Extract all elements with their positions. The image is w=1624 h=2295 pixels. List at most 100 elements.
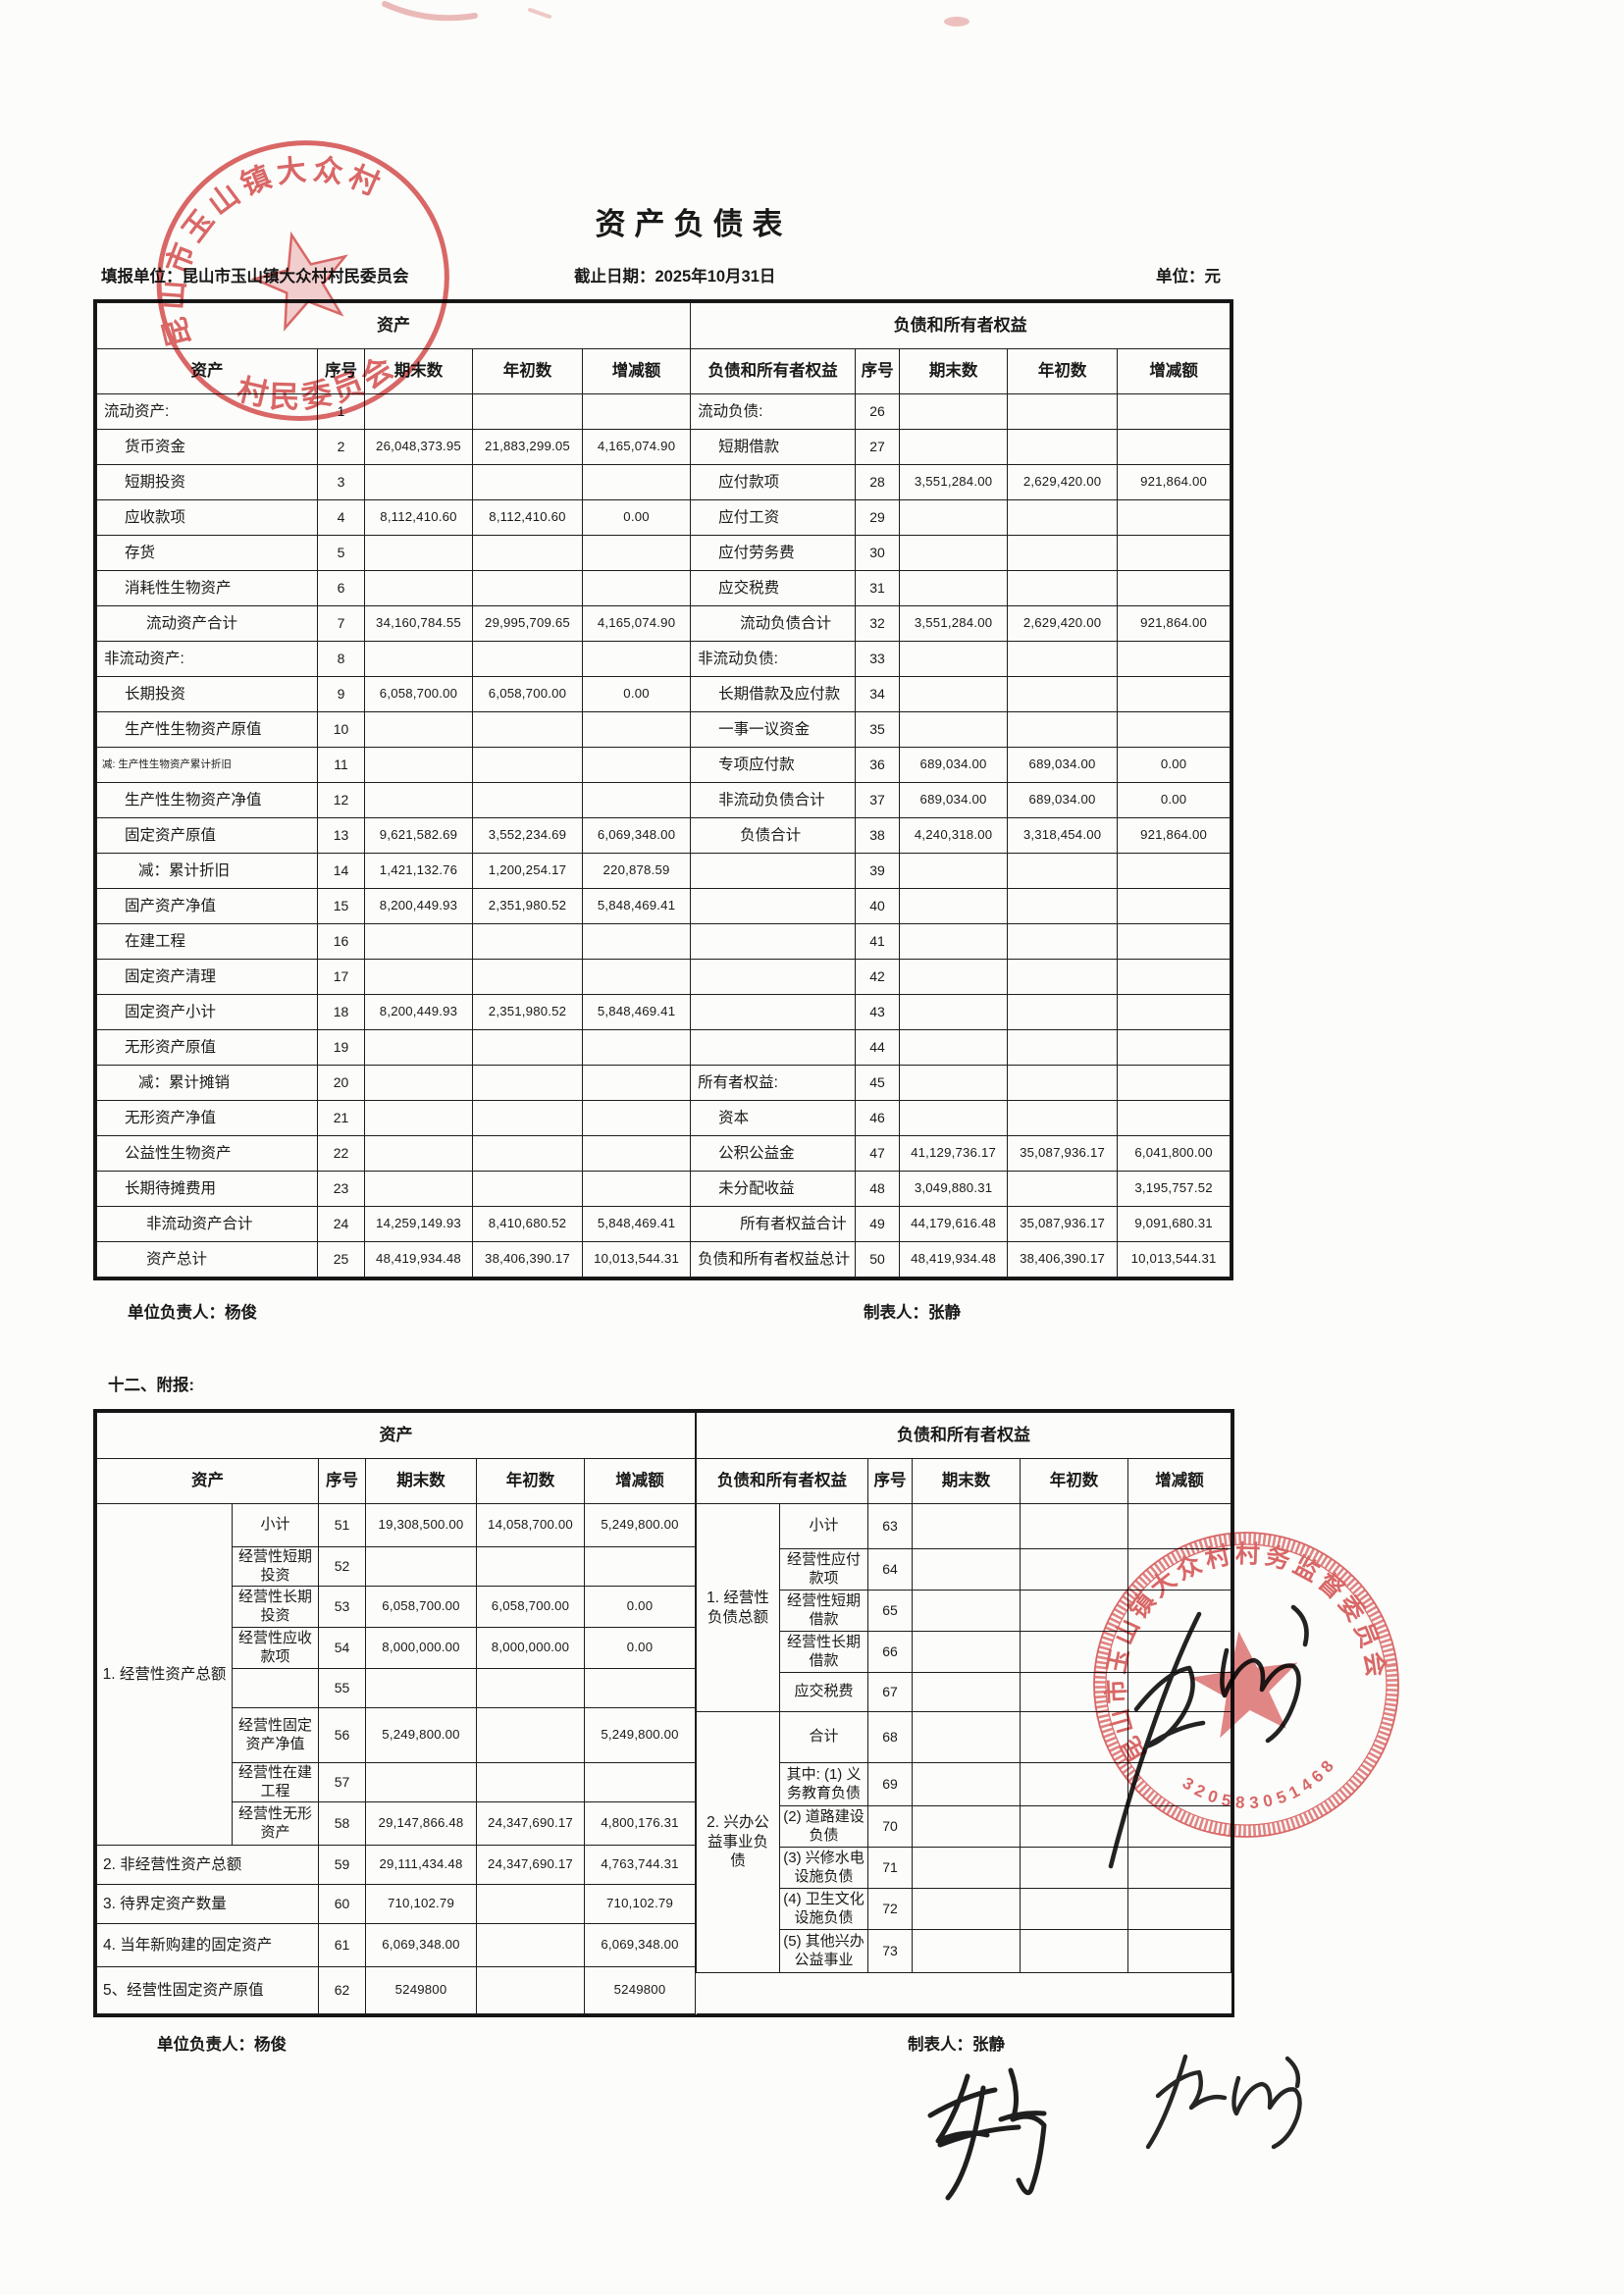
value-cell — [472, 535, 583, 571]
preparer-label: 制表人：张静 — [864, 1304, 961, 1322]
responsible-signature — [1145, 2054, 1302, 2150]
col-change: 增减额 — [1117, 348, 1231, 394]
value-cell: 5,848,469.41 — [581, 888, 692, 924]
table-row: 无形资产原值 19 44 — [96, 1029, 1231, 1066]
value-cell: 6,058,700.00 — [472, 676, 583, 712]
col-ending: 期末数 — [364, 348, 473, 394]
value-cell — [581, 535, 692, 571]
value-cell — [899, 393, 1009, 430]
row-number-cell: 23 — [317, 1171, 365, 1207]
value-cell — [899, 1100, 1009, 1136]
appendix-liabilities-table: 负债和所有者权益 负债和所有者权益 序号 期末数 年初数 增减额 1. 经营性负… — [696, 1412, 1232, 2014]
value-cell — [472, 393, 583, 430]
row-number-cell: 73 — [867, 1929, 914, 1973]
row-number-cell: 18 — [317, 994, 365, 1030]
col-no: 序号 — [318, 1458, 366, 1504]
row-number-cell: 22 — [317, 1135, 365, 1172]
col-change: 增减额 — [581, 348, 692, 394]
value-cell — [912, 1503, 1022, 1549]
value-cell — [472, 1065, 583, 1101]
row-number-cell: 27 — [855, 429, 901, 465]
asset-label-cell: 非流动资产: — [96, 641, 318, 677]
scan-ink-marks — [382, 1, 969, 26]
value-cell — [1007, 711, 1119, 748]
row-number-cell: 14 — [317, 853, 365, 889]
row-number-cell: 67 — [867, 1672, 914, 1712]
value-cell — [899, 676, 1009, 712]
cutoff-date-label: 截止日期：2025年10月31日 — [574, 268, 776, 286]
value-cell — [912, 1711, 1022, 1763]
sub-label-cell: 经营性无形资产 — [232, 1801, 319, 1846]
row-number-cell: 68 — [867, 1711, 914, 1763]
row-number-cell: 41 — [855, 923, 901, 960]
sub-label-cell: 合计 — [779, 1711, 869, 1763]
table-row: 非流动资产: 8 非流动负债: 33 — [96, 641, 1231, 677]
value-cell — [581, 393, 692, 430]
value-cell — [581, 782, 692, 818]
liability-label-cell: 应付工资 — [690, 499, 857, 536]
row-number-cell: 2 — [317, 429, 365, 465]
value-cell — [1007, 499, 1119, 536]
liability-label-cell — [690, 1029, 857, 1066]
sub-label-cell: (2) 道路建设负债 — [779, 1805, 869, 1848]
value-cell — [1007, 1100, 1119, 1136]
value-cell: 0.00 — [583, 1627, 697, 1669]
value-cell — [899, 888, 1009, 924]
value-cell: 5,249,800.00 — [583, 1707, 697, 1763]
sub-label-cell: (5) 其他兴办公益事业 — [779, 1929, 869, 1973]
value-cell — [912, 1847, 1022, 1889]
value-cell — [912, 1929, 1022, 1973]
value-cell — [472, 570, 583, 606]
value-cell — [364, 1065, 473, 1101]
sub-label-cell: 经营性应收款项 — [232, 1627, 319, 1669]
responsible-person-label: 单位负责人：杨俊 — [157, 2036, 287, 2054]
table-row: 公益性生物资产 22 公积公益金 47 41,129,736.17 35,087,936.… — [96, 1135, 1231, 1172]
value-cell — [476, 1707, 585, 1763]
value-cell — [581, 747, 692, 783]
value-cell: 1,421,132.76 — [364, 853, 473, 889]
col-beginning: 年初数 — [472, 348, 583, 394]
value-cell — [1007, 641, 1119, 677]
value-cell: 4,800,176.31 — [583, 1801, 697, 1846]
row-number-cell: 42 — [855, 959, 901, 995]
liability-label-cell: 应交税费 — [690, 570, 857, 606]
value-cell — [1117, 641, 1231, 677]
row-number-cell: 69 — [867, 1762, 914, 1806]
value-cell — [581, 959, 692, 995]
group-label-cell: 1. 经营性负债总额 — [696, 1503, 781, 1712]
sub-label-cell: 小计 — [779, 1503, 869, 1549]
row-number-cell: 64 — [867, 1548, 914, 1591]
value-cell — [899, 535, 1009, 571]
value-cell: 5249800 — [365, 1966, 477, 2014]
value-cell: 8,000,000.00 — [365, 1627, 477, 1669]
value-cell: 29,147,866.48 — [365, 1801, 477, 1846]
value-cell — [364, 1171, 473, 1207]
sub-label-cell: (4) 卫生文化设施负债 — [779, 1888, 869, 1930]
liabilities-section-header: 负债和所有者权益 — [696, 1412, 1232, 1459]
table-row: 2. 非经营性资产总额 59 29,111,434.48 24,347,690.17 4… — [96, 1845, 697, 1885]
value-cell: 41,129,736.17 — [899, 1135, 1009, 1172]
table-row: 生产性生物资产原值 10 一事一议资金 35 — [96, 711, 1231, 748]
row-number-cell: 48 — [855, 1171, 901, 1207]
value-cell — [899, 570, 1009, 606]
sub-label-cell: 应交税费 — [779, 1672, 869, 1712]
value-cell — [472, 959, 583, 995]
value-cell — [1127, 1631, 1232, 1673]
value-cell: 26,048,373.95 — [364, 429, 473, 465]
asset-label-cell: 流动资产合计 — [96, 605, 318, 642]
liability-label-cell: 负债和所有者权益总计 — [690, 1241, 857, 1278]
page-title: 资产负债表 — [595, 207, 792, 241]
row-number-cell: 71 — [867, 1847, 914, 1889]
col-beginning: 年初数 — [476, 1458, 585, 1504]
asset-label-cell: 消耗性生物资产 — [96, 570, 318, 606]
value-cell — [1020, 1847, 1129, 1889]
table-row: 长期待摊费用 23 未分配收益 48 3,049,880.31 3,195,757.52 — [96, 1171, 1231, 1207]
value-cell — [1127, 1805, 1232, 1848]
asset-label-cell: 固产资产净值 — [96, 888, 318, 924]
value-cell — [912, 1888, 1022, 1930]
value-cell — [364, 535, 473, 571]
row-number-cell: 17 — [317, 959, 365, 995]
value-cell — [476, 1884, 585, 1924]
liability-label-cell — [690, 923, 857, 960]
table-row: 经营性固定资产净值 56 5,249,800.00 5,249,800.00 — [97, 1707, 697, 1763]
